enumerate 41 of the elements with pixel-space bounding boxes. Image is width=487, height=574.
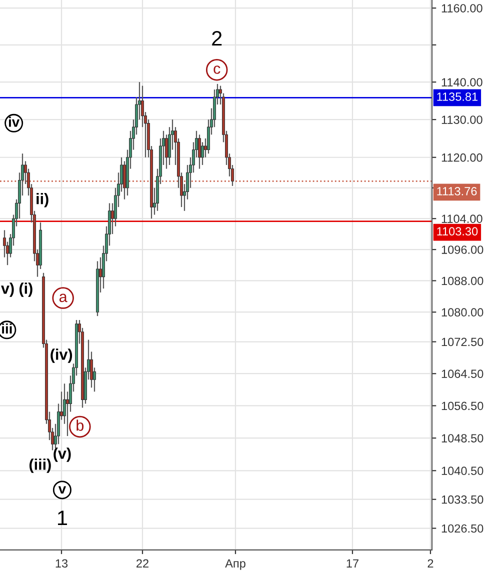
- annotation: (iii): [29, 458, 51, 473]
- y-tick-label: 1088.00: [442, 276, 484, 286]
- x-tick-label: Апр: [225, 559, 246, 570]
- candlestick: [123, 160, 126, 200]
- y-tick-label: 1130.00: [442, 116, 482, 124]
- candlestick: [165, 134, 168, 170]
- annotation: v): [1, 282, 14, 297]
- annotation: a: [59, 294, 68, 302]
- annotation: (i): [19, 282, 32, 297]
- y-tick-label: 1160.00: [442, 4, 482, 12]
- annotation: iv: [9, 116, 20, 127]
- ref-line-label: 1113.76: [437, 187, 477, 196]
- annotation: 2: [212, 30, 222, 46]
- annotation: c: [214, 66, 220, 74]
- x-tick-label: 2: [428, 559, 434, 568]
- annotation: 1: [58, 510, 67, 526]
- annotation: v: [58, 486, 66, 494]
- y-tick-label: 1040.50: [442, 466, 484, 476]
- y-tick-label: 1026.50: [442, 524, 484, 533]
- ref-line-label: 1135.81: [437, 92, 478, 101]
- y-tick-label: 1120.00: [442, 153, 482, 162]
- ref-line-label: 1103.30: [437, 227, 478, 236]
- x-tick-label: 22: [136, 559, 148, 568]
- annotation: ii): [36, 193, 48, 208]
- x-tick-label: 13: [56, 559, 68, 568]
- y-tick-label: 1096.00: [442, 246, 484, 254]
- y-tick-label: 1064.50: [442, 370, 484, 378]
- y-tick-label: 1140.00: [442, 78, 482, 86]
- y-tick-label: 1080.00: [442, 308, 484, 317]
- candlestick: [198, 134, 201, 170]
- annotation: (v): [54, 448, 71, 462]
- y-tick-label: 1072.50: [442, 338, 484, 346]
- annotation: b: [76, 420, 84, 431]
- y-tick-label: 1048.50: [442, 434, 484, 442]
- candlestick: [201, 142, 204, 166]
- annotation: iii: [2, 323, 12, 334]
- y-tick-label: 1033.50: [442, 495, 484, 504]
- annotation: (iv): [50, 348, 72, 363]
- y-tick-label: 1104.00: [442, 214, 482, 223]
- x-tick-label: 17: [346, 559, 358, 568]
- y-tick-label: 1056.50: [442, 402, 484, 410]
